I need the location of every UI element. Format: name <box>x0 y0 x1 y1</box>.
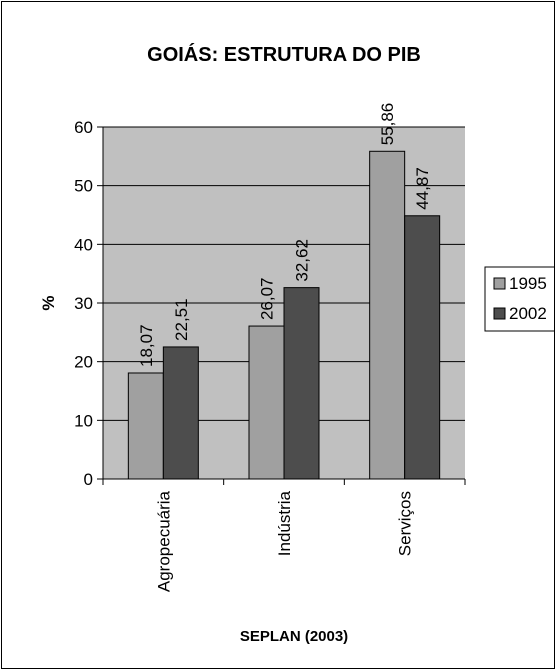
x-tick-label: Serviços <box>396 491 415 556</box>
y-axis-label: % <box>39 295 58 310</box>
bar-value-label: 18,07 <box>137 324 156 367</box>
y-tick-label: 40 <box>74 235 93 254</box>
y-tick-label: 50 <box>74 177 93 196</box>
bar-value-label: 22,51 <box>172 298 191 341</box>
legend-label: 2002 <box>509 304 547 323</box>
y-tick-labels: 0 10 20 30 40 50 60 <box>74 118 93 489</box>
y-tick-label: 10 <box>74 411 93 430</box>
y-tick-label: 60 <box>74 118 93 137</box>
bar-value-label: 44,87 <box>413 167 432 210</box>
legend-label: 1995 <box>509 274 547 293</box>
y-tick-label: 0 <box>84 470 93 489</box>
axes <box>97 126 466 485</box>
legend-swatch <box>493 277 506 290</box>
bar-2002-2 <box>283 287 320 480</box>
x-axis-label: SEPLAN (2003) <box>240 628 348 645</box>
bar-1995-1 <box>127 372 164 480</box>
bar-2002-3 <box>404 215 441 480</box>
y-tick-label: 30 <box>74 294 93 313</box>
x-tick-label: Agropecuária <box>154 490 173 592</box>
legend: 1995 2002 <box>484 266 554 332</box>
bar-value-label: 26,07 <box>258 278 277 321</box>
legend-swatch <box>493 307 506 320</box>
bar-value-label: 55,86 <box>378 103 397 146</box>
bar-value-label: 32,62 <box>293 239 312 282</box>
bar-1995-2 <box>248 325 285 480</box>
bars <box>127 150 441 480</box>
x-tick-label: Indústria <box>275 490 294 556</box>
y-tick-label: 20 <box>74 353 93 372</box>
chart-title: GOIÁS: ESTRUTURA DO PIB <box>147 43 421 66</box>
bar-2002-1 <box>162 346 199 480</box>
bar-1995-3 <box>369 150 406 480</box>
data-labels: 18,07 22,51 26,07 32,62 55,86 44,87 <box>137 103 432 367</box>
x-tick-labels: Agropecuária Indústria Serviços <box>154 490 414 592</box>
